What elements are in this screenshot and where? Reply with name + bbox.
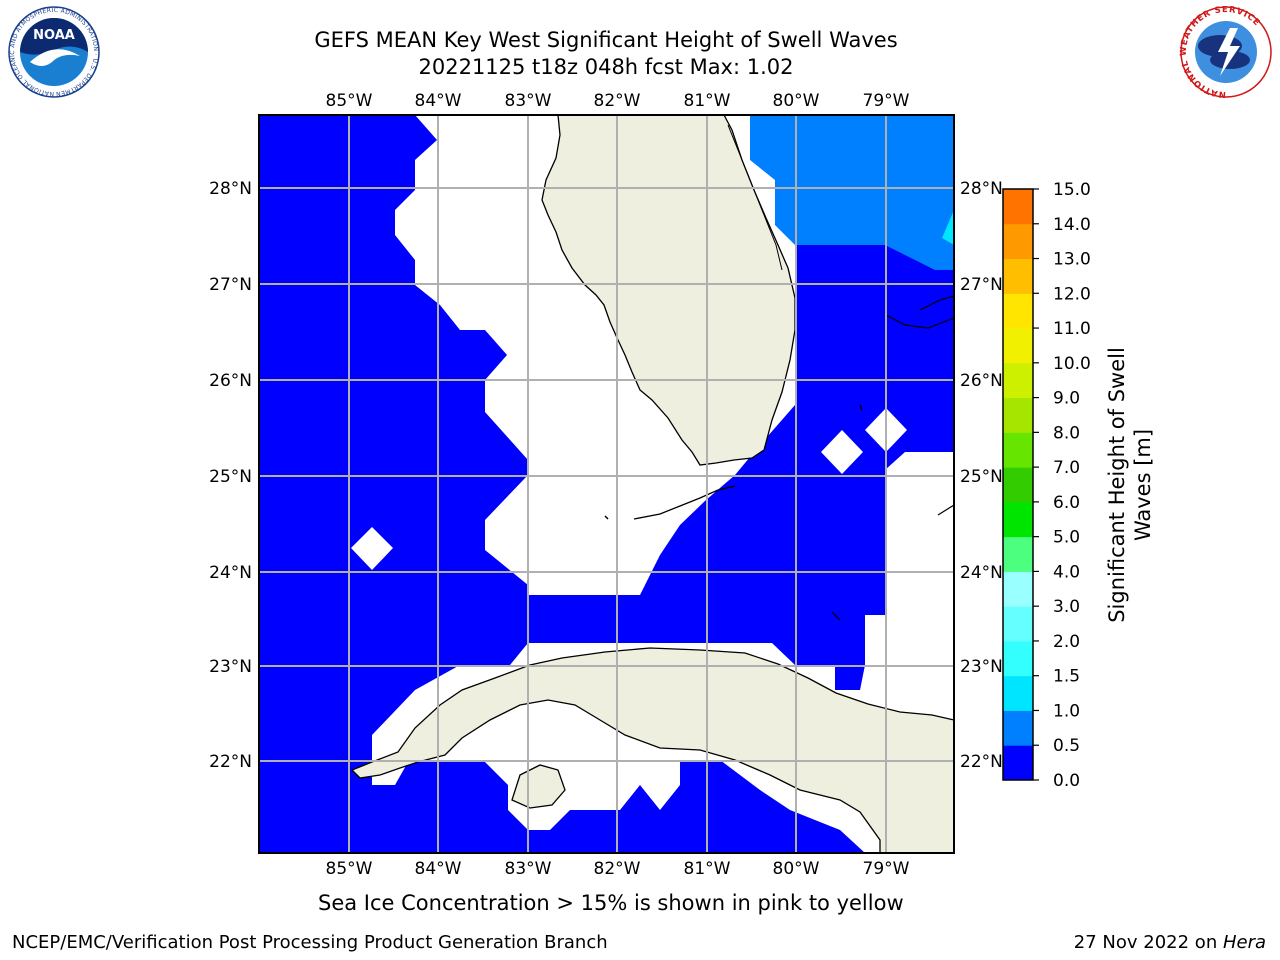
- lat-label-right: 27°N: [960, 275, 1003, 295]
- lon-label-bottom: 82°W: [594, 859, 641, 879]
- colorbar-tick-label: 6.0: [1053, 493, 1080, 513]
- lon-label-bottom: 85°W: [326, 859, 373, 879]
- lat-label-left: 22°N: [209, 752, 252, 772]
- branch-credit: NCEP/EMC/Verification Post Processing Pr…: [12, 932, 608, 953]
- colorbar-tick-label: 8.0: [1053, 423, 1080, 443]
- lon-label-bottom: 81°W: [684, 859, 731, 879]
- colorbar-tick-label: 1.5: [1053, 667, 1080, 687]
- chart-title: GEFS MEAN Key West Significant Height of…: [314, 28, 898, 52]
- colorbar-tick-label: 7.0: [1053, 458, 1080, 478]
- lat-label-right: 22°N: [960, 752, 1003, 772]
- colorbar-swatch: [1003, 640, 1033, 677]
- colorbar-swatch: [1003, 710, 1033, 746]
- colorbar-tick-label: 3.0: [1053, 597, 1080, 617]
- colorbar-tick-label: 10.0: [1053, 354, 1091, 374]
- colorbar: [1003, 189, 1033, 781]
- isle-of-youth: [511, 764, 566, 809]
- lat-label-right: 28°N: [960, 179, 1003, 199]
- colorbar-frame: [1002, 188, 1034, 781]
- nws-logo: NATIONAL WEATHER SERVICE: [1179, 6, 1272, 98]
- lon-label-top: 83°W: [505, 91, 552, 111]
- colorbar-swatch: [1003, 328, 1033, 364]
- svg-text:NOAA: NOAA: [33, 28, 75, 43]
- lon-label-bottom: 84°W: [415, 859, 462, 879]
- colorbar-tick-label: 0.0: [1053, 771, 1080, 791]
- swell-class-1.0-1.5: [942, 210, 954, 245]
- colorbar-tick-label: 5.0: [1053, 528, 1080, 548]
- lat-label-right: 23°N: [960, 657, 1003, 677]
- colorbar-tick-label: 1.0: [1053, 701, 1080, 721]
- lon-label-top: 85°W: [326, 91, 373, 111]
- lat-label-right: 25°N: [960, 467, 1003, 487]
- colorbar-swatch: [1003, 432, 1033, 468]
- colorbar-swatch: [1003, 745, 1033, 781]
- lat-label-right: 24°N: [960, 563, 1003, 583]
- chart-subtitle: 20221125 t18z 048h fcst Max: 1.02: [418, 55, 794, 79]
- colorbar-tick-label: 9.0: [1053, 389, 1080, 409]
- lon-label-top: 80°W: [773, 91, 820, 111]
- lat-label-left: 26°N: [209, 371, 252, 391]
- run-date: 27 Nov 2022 on Hera: [1074, 932, 1266, 953]
- machine-name: Hera: [1222, 932, 1266, 953]
- lon-label-bottom: 80°W: [773, 859, 820, 879]
- lat-label-left: 23°N: [209, 657, 252, 677]
- sea-ice-note: Sea Ice Concentration > 15% is shown in …: [318, 891, 904, 915]
- colorbar-swatch: [1003, 536, 1033, 572]
- colorbar-swatch: [1003, 675, 1033, 711]
- colorbar-tick-label: 4.0: [1053, 562, 1080, 582]
- lon-label-top: 82°W: [594, 91, 641, 111]
- colorbar-swatch: [1003, 189, 1033, 225]
- colorbar-tick-label: 11.0: [1053, 319, 1091, 339]
- lat-label-left: 28°N: [209, 179, 252, 199]
- lon-label-bottom: 83°W: [505, 859, 552, 879]
- colorbar-swatch: [1003, 467, 1033, 503]
- colorbar-swatch: [1003, 606, 1033, 642]
- graticule: [259, 115, 954, 853]
- map-frame: [258, 114, 955, 854]
- lon-label-bottom: 79°W: [863, 859, 910, 879]
- noaa-logo: NATIONAL OCEANIC AND ATMOSPHERIC ADMINIS…: [2, 6, 100, 98]
- colorbar-swatch: [1003, 293, 1033, 329]
- colorbar-tick-label: 14.0: [1053, 215, 1091, 235]
- colorbar-swatch: [1003, 397, 1033, 433]
- swell-class-0.5-1.0: [750, 115, 954, 270]
- lat-label-right: 26°N: [960, 371, 1003, 391]
- run-date-text: 27 Nov 2022 on: [1073, 932, 1223, 953]
- lat-label-left: 25°N: [209, 467, 252, 487]
- florida-landmass: [541, 115, 796, 466]
- lon-label-top: 79°W: [863, 91, 910, 111]
- colorbar-swatch: [1003, 223, 1033, 260]
- lat-label-left: 24°N: [209, 563, 252, 583]
- lon-label-top: 84°W: [415, 91, 462, 111]
- colorbar-tick-label: 0.5: [1053, 736, 1080, 756]
- colorbar-label: Significant Height of Swell: [1105, 347, 1129, 623]
- colorbar-label-units: Waves [m]: [1131, 429, 1155, 541]
- colorbar-tick-label: 2.0: [1053, 632, 1080, 652]
- colorbar-tick-label: 15.0: [1053, 180, 1091, 200]
- lon-label-top: 81°W: [684, 91, 731, 111]
- colorbar-swatch: [1003, 501, 1033, 538]
- lat-label-left: 27°N: [209, 275, 252, 295]
- colorbar-swatch: [1003, 571, 1033, 607]
- colorbar-swatch: [1003, 362, 1033, 399]
- colorbar-tick-label: 13.0: [1053, 250, 1091, 270]
- colorbar-tick-label: 12.0: [1053, 284, 1091, 304]
- colorbar-swatch: [1003, 258, 1033, 294]
